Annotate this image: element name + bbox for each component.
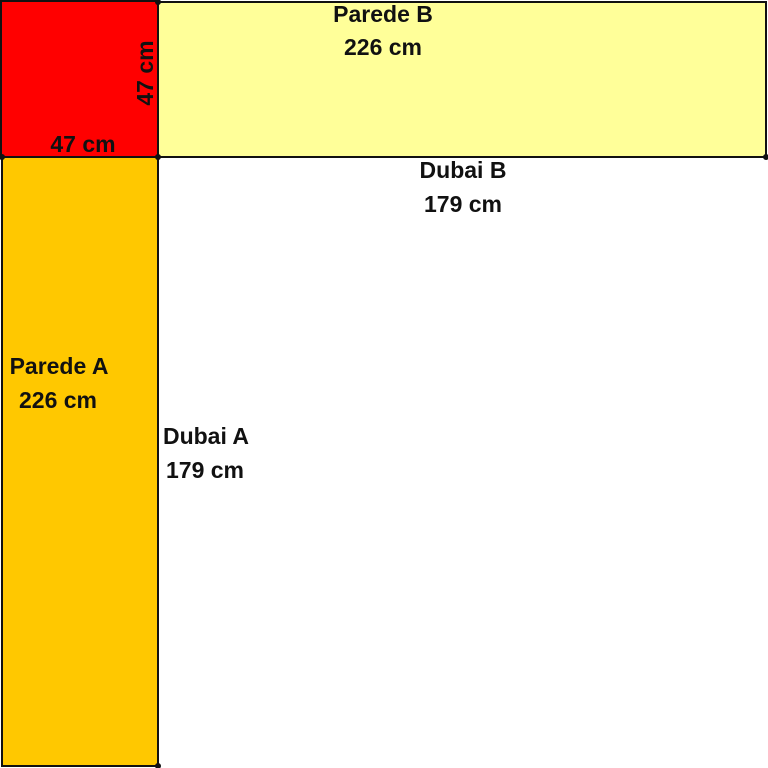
vertex bbox=[155, 0, 161, 5]
vertex bbox=[763, 154, 768, 160]
wall-label: Parede B bbox=[333, 1, 433, 27]
vertex bbox=[155, 763, 161, 768]
wall-label: Parede A bbox=[10, 353, 109, 379]
corner-width: 47 cm bbox=[50, 131, 115, 157]
area-length: 179 cm bbox=[424, 191, 502, 217]
area-label: Dubai A bbox=[163, 423, 249, 449]
wall-length: 226 cm bbox=[344, 34, 422, 60]
corner-region bbox=[0, 0, 159, 158]
corner-height: 47 cm bbox=[132, 40, 158, 105]
vertex bbox=[0, 154, 5, 160]
wall-a-region bbox=[1, 156, 159, 767]
area-label: Dubai B bbox=[420, 157, 507, 183]
area-length: 179 cm bbox=[166, 457, 244, 483]
vertex bbox=[155, 154, 161, 160]
wall-length: 226 cm bbox=[19, 387, 97, 413]
wall-b-region bbox=[157, 1, 767, 158]
